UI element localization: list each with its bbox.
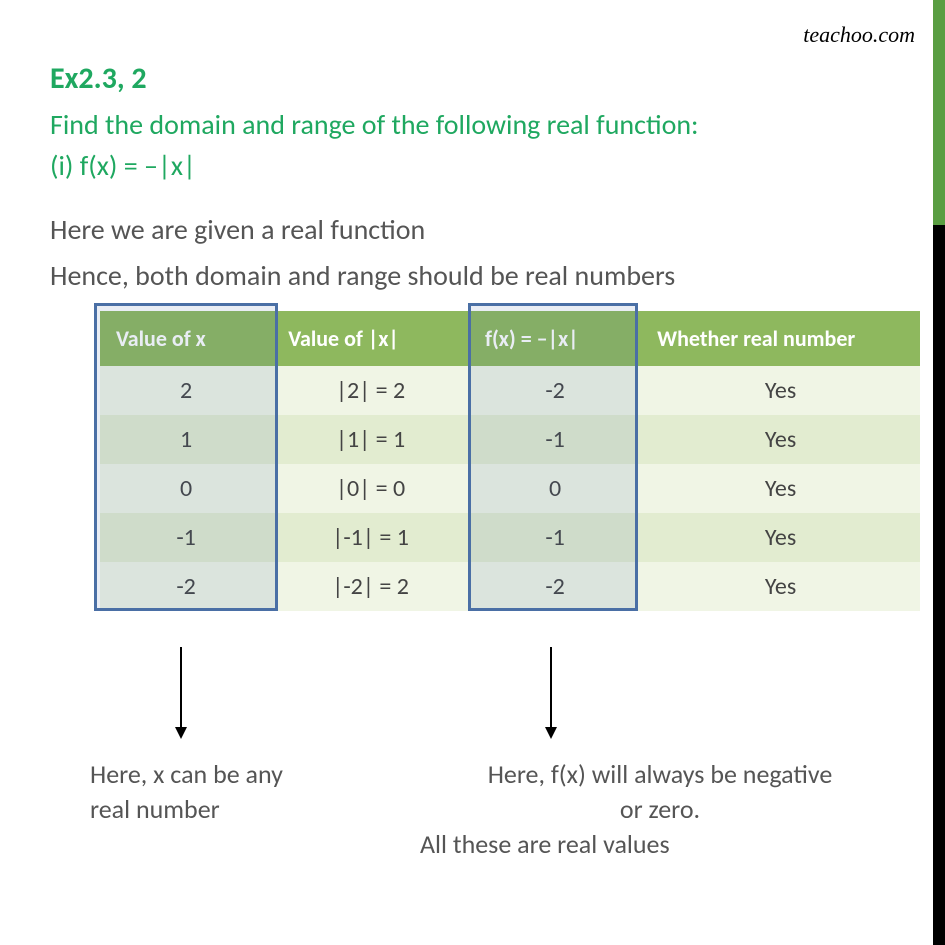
cell-x: -1 — [100, 513, 272, 562]
cell-fx: -1 — [469, 513, 641, 562]
table-wrap: Value of x Value of |x| f(x) = –|x| Whet… — [100, 311, 920, 611]
annotations: Here, x can be any real number Here, f(x… — [100, 647, 905, 907]
note-range-line2: or zero. — [620, 793, 700, 825]
col-header-fx: f(x) = –|x| — [469, 311, 641, 366]
cell-abs: |-1| = 1 — [272, 513, 469, 562]
cell-abs: |1| = 1 — [272, 415, 469, 464]
note-range-line3: All these are real values — [420, 827, 910, 862]
note-range-line1: Here, f(x) will always be negative — [488, 758, 833, 790]
cell-real: Yes — [641, 464, 920, 513]
side-stripe-black — [933, 225, 945, 945]
cell-fx: 0 — [469, 464, 641, 513]
values-table: Value of x Value of |x| f(x) = –|x| Whet… — [100, 311, 920, 611]
col-header-x: Value of x — [100, 311, 272, 366]
cell-real: Yes — [641, 415, 920, 464]
note-domain-line2: real number — [90, 793, 220, 825]
exercise-question: Find the domain and range of the followi… — [50, 107, 905, 142]
arrow-to-note-1 — [180, 647, 182, 737]
table-row: -1|-1| = 1-1Yes — [100, 513, 920, 562]
body-line-2: Hence, both domain and range should be r… — [50, 255, 905, 297]
note-range: Here, f(x) will always be negative or ze… — [410, 757, 910, 862]
note-domain: Here, x can be any real number — [90, 757, 390, 827]
cell-abs: |-2| = 2 — [272, 562, 469, 611]
arrow-to-note-3 — [550, 647, 552, 737]
cell-real: Yes — [641, 366, 920, 415]
cell-real: Yes — [641, 562, 920, 611]
table-row: 2|2| = 2-2Yes — [100, 366, 920, 415]
side-stripe-green — [933, 0, 945, 225]
cell-x: 2 — [100, 366, 272, 415]
body-line-1: Here we are given a real function — [50, 209, 905, 251]
cell-x: -2 — [100, 562, 272, 611]
brand-logo: teachoo.com — [803, 22, 915, 48]
table-row: -2|-2| = 2-2Yes — [100, 562, 920, 611]
cell-abs: |0| = 0 — [272, 464, 469, 513]
cell-real: Yes — [641, 513, 920, 562]
exercise-subpart: (i) f(x) = –|x| — [50, 148, 905, 183]
table-row: 0|0| = 00Yes — [100, 464, 920, 513]
cell-fx: -2 — [469, 366, 641, 415]
cell-x: 1 — [100, 415, 272, 464]
col-header-real: Whether real number — [641, 311, 920, 366]
cell-x: 0 — [100, 464, 272, 513]
cell-fx: -1 — [469, 415, 641, 464]
cell-abs: |2| = 2 — [272, 366, 469, 415]
col-header-absx: Value of |x| — [272, 311, 469, 366]
note-domain-line1: Here, x can be any — [90, 758, 283, 790]
cell-fx: -2 — [469, 562, 641, 611]
page-content: Ex2.3, 2 Find the domain and range of th… — [0, 0, 945, 907]
table-row: 1|1| = 1-1Yes — [100, 415, 920, 464]
exercise-title: Ex2.3, 2 — [50, 60, 905, 97]
table-header-row: Value of x Value of |x| f(x) = –|x| Whet… — [100, 311, 920, 366]
